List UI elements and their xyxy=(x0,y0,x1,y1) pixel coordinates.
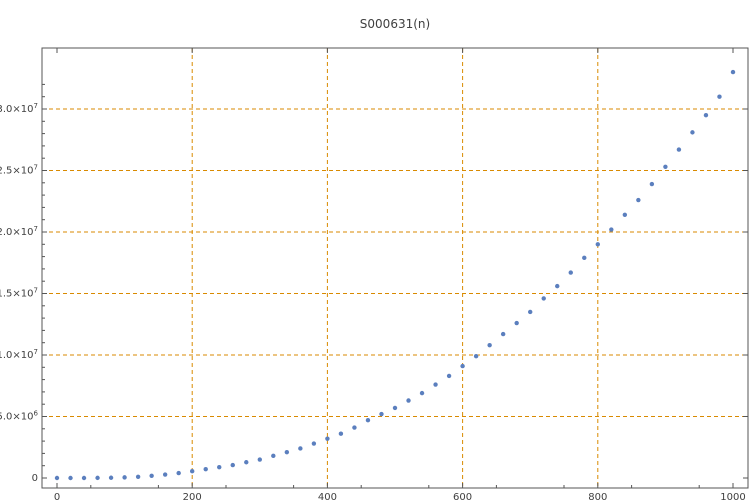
data-point xyxy=(217,464,222,470)
data-point xyxy=(176,470,181,476)
data-point xyxy=(149,473,154,478)
data-point xyxy=(487,342,492,348)
data-point xyxy=(298,446,303,451)
data-point xyxy=(690,130,695,135)
y-tick-label: 5.0×106 xyxy=(0,410,39,423)
plot-frame xyxy=(41,47,749,489)
data-point xyxy=(108,475,114,480)
data-point xyxy=(730,69,736,75)
data-point xyxy=(473,354,479,359)
data-point xyxy=(433,382,438,387)
y-tick-label: 2.5×107 xyxy=(0,164,38,177)
x-tick-label: 800 xyxy=(588,492,607,503)
labels-layer: 0 200 400 600 800 100005.0×1061.0×1071.5×1072… xyxy=(0,102,746,503)
y-tick-mantissa: 2.0×10 xyxy=(0,227,34,238)
data-point xyxy=(271,453,276,459)
data-point xyxy=(636,197,641,203)
data-point xyxy=(568,270,573,275)
y-tick-exponent: 7 xyxy=(34,348,38,356)
data-point xyxy=(325,436,330,441)
data-point xyxy=(609,227,614,232)
data-point xyxy=(379,411,384,417)
data-point xyxy=(392,405,398,411)
chart-title: S000631(n) xyxy=(360,17,430,31)
data-point xyxy=(500,331,506,337)
y-tick-exponent: 7 xyxy=(34,164,38,172)
y-tick-mantissa: 1.0×10 xyxy=(0,350,34,361)
y-tick-mantissa: 1.5×10 xyxy=(0,289,34,300)
data-point xyxy=(555,283,560,289)
y-tick-mantissa: 2.5×10 xyxy=(0,166,34,177)
data-point xyxy=(365,417,371,423)
data-point xyxy=(595,242,600,247)
data-point xyxy=(676,147,682,152)
y-tick-exponent: 6 xyxy=(34,410,39,418)
data-point xyxy=(446,373,452,379)
data-point xyxy=(244,460,249,465)
y-tick-mantissa: 3.0×10 xyxy=(0,104,34,115)
data-point xyxy=(622,212,628,217)
data-point xyxy=(190,469,195,474)
y-tick-label: 1.5×107 xyxy=(0,287,38,300)
data-point xyxy=(68,475,73,481)
data-point xyxy=(541,296,546,301)
data-point xyxy=(230,462,235,468)
y-tick-label: 1.0×107 xyxy=(0,348,38,361)
x-tick-label: 600 xyxy=(453,492,472,503)
data-point xyxy=(284,449,290,455)
y-tick-exponent: 7 xyxy=(34,225,38,233)
data-point xyxy=(460,363,465,369)
data-point xyxy=(257,457,262,462)
y-tick-exponent: 7 xyxy=(34,102,38,110)
y-tick-label: 2.0×107 xyxy=(0,225,38,238)
ticks-layer xyxy=(42,48,748,488)
data-point xyxy=(122,475,127,480)
y-tick-label: 3.0×107 xyxy=(0,102,38,115)
x-tick-label: 400 xyxy=(318,492,337,503)
data-point xyxy=(717,94,722,99)
x-tick-label: 1000 xyxy=(720,492,745,503)
data-point xyxy=(406,398,411,403)
data-point xyxy=(54,475,60,481)
data-point xyxy=(352,425,357,430)
grid-layer xyxy=(42,48,748,488)
data-point xyxy=(338,431,344,436)
data-point xyxy=(95,475,100,481)
data-point xyxy=(81,475,87,481)
y-tick-exponent: 7 xyxy=(34,287,38,295)
data-point xyxy=(135,474,141,479)
data-point xyxy=(582,255,587,261)
y-tick-mantissa: 5.0×10 xyxy=(0,412,34,423)
x-tick-label: 200 xyxy=(183,492,202,503)
data-point xyxy=(419,390,425,396)
data-point xyxy=(514,320,519,326)
data-point xyxy=(203,466,208,472)
data-point xyxy=(663,164,668,170)
x-tick-label: 0 xyxy=(54,492,60,503)
y-tick-label: 0 xyxy=(32,473,38,484)
data-point xyxy=(649,181,655,187)
data-point xyxy=(528,309,533,315)
points-layer xyxy=(54,69,736,481)
data-point xyxy=(162,472,168,477)
data-point xyxy=(311,441,317,446)
data-point xyxy=(703,112,709,118)
